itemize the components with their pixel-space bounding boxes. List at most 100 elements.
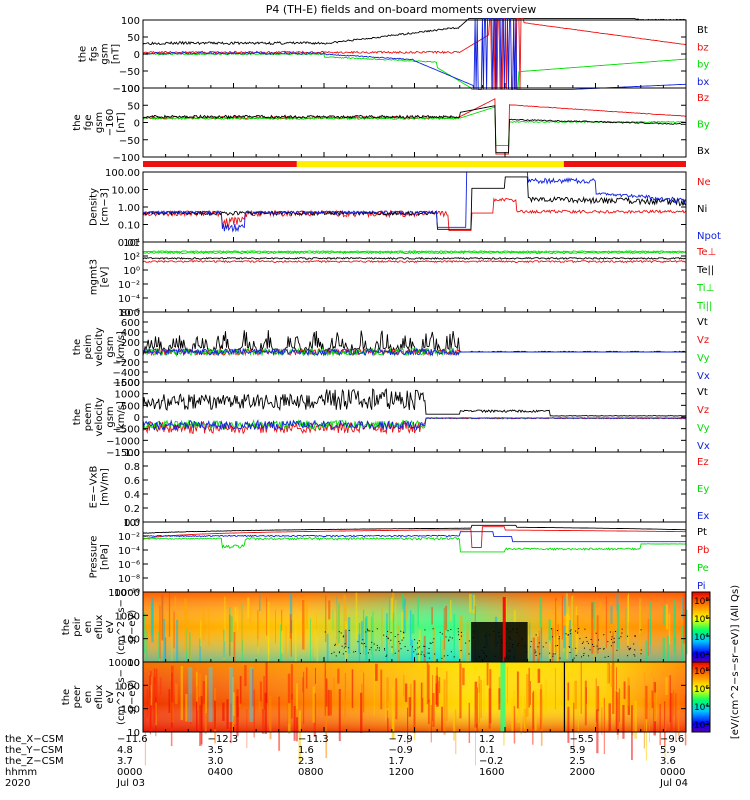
peir-stripe — [355, 592, 358, 640]
peer-stripe — [534, 688, 537, 731]
peir-dot — [353, 651, 355, 653]
peir-dot — [343, 647, 345, 649]
panel-fgs: 100 50 0 −50 −100 the fgs gsm [nT] Bt bz by bx — [78, 16, 710, 95]
legend-temp-Te⊥: Te⊥ — [696, 247, 716, 258]
peir-dot — [343, 635, 345, 637]
peir-dot — [484, 657, 486, 659]
colorbar-tick-label-peir: 10² — [694, 651, 709, 661]
peir-stripe — [347, 617, 351, 654]
peir-stripe — [230, 616, 233, 643]
peir-dot — [633, 654, 635, 656]
peer-stripe — [428, 664, 430, 703]
xaxis-y-value: 4.8 — [117, 745, 133, 756]
peir-dot — [640, 649, 642, 651]
xaxis-y-value: 5.9 — [570, 745, 586, 756]
peir-dot — [516, 631, 518, 633]
legend-peem-Vt: Vt — [697, 387, 708, 398]
peir-dot — [505, 642, 507, 644]
peir-stripe — [365, 618, 367, 656]
peir-dot — [610, 645, 612, 647]
ylabel-fge: −160 — [105, 109, 116, 136]
peir-dot — [416, 653, 418, 655]
peir-stripe — [551, 627, 554, 670]
density-series-Ne — [142, 197, 687, 232]
peir-dot — [394, 636, 396, 638]
peir-dot — [603, 648, 605, 650]
panel-peer: 10000 1000 100 10 the peer en eflux eV (cm^2−s− sr… — [61, 658, 687, 766]
pressure-series-Pb — [142, 526, 686, 548]
ylabel-peem: peem — [83, 403, 94, 431]
peir-dot — [423, 645, 425, 647]
ytick-label-peim: −200 — [113, 358, 140, 369]
legend-pressure-Pb: Pb — [697, 545, 709, 556]
frame-efield — [142, 451, 687, 523]
peir-stripe — [267, 601, 270, 655]
peir-dot — [628, 649, 630, 651]
peir-dot — [342, 653, 344, 655]
peer-stripe — [507, 666, 508, 703]
xaxis-x-value: −5.5 — [570, 734, 594, 745]
ylabel-peer: (cm^2−s− — [116, 669, 127, 725]
peer-stripe — [373, 673, 375, 716]
peir-dot — [581, 656, 583, 658]
peir-dot — [567, 634, 569, 636]
ytick-label-fgs: −50 — [119, 67, 140, 78]
peir-dot — [501, 642, 503, 644]
peer-stripe — [517, 672, 520, 723]
peer-stripe — [610, 665, 614, 688]
peir-dot — [427, 652, 429, 654]
peir-dot — [403, 637, 405, 639]
peir-dot — [460, 635, 462, 637]
peer-stripe — [338, 689, 341, 742]
peir-dot — [376, 628, 378, 630]
peir-dot — [475, 657, 477, 659]
legend-temp-Ti⊥: Ti⊥ — [696, 283, 714, 294]
xaxis-row-label: the_X−CSM — [5, 734, 64, 745]
peir-dot — [581, 642, 583, 644]
peir-dot — [584, 628, 586, 630]
peir-dot — [613, 641, 615, 643]
peir-dot — [568, 646, 570, 648]
ytick-label-efield: 0.4 — [124, 490, 140, 501]
peir-stripe — [591, 602, 594, 654]
peer-stripe — [665, 677, 668, 696]
ylabel-peir: the — [61, 619, 72, 635]
ylabel-peer: eflux — [94, 685, 105, 710]
peer-stripe — [261, 709, 265, 734]
peir-dot — [634, 655, 636, 657]
ylabel-fge: fge — [83, 114, 94, 130]
peir-dot — [513, 656, 515, 658]
peem-series-Vt — [142, 388, 686, 417]
temp-series-Ti|| — [142, 250, 687, 253]
peir-dot — [424, 629, 426, 631]
peir-dot — [607, 641, 609, 643]
peir-dot — [341, 645, 343, 647]
peir-stripe — [674, 605, 677, 643]
peir-stripe — [417, 596, 419, 627]
legend-density-Ni: Ni — [697, 204, 707, 215]
fge-series-Bz — [142, 98, 687, 155]
peir-stripe — [401, 612, 404, 639]
ytick-label-temp: 10² — [123, 252, 140, 263]
peir-stripe — [445, 605, 448, 631]
ylabel-density: [cm−3] — [100, 188, 111, 226]
peer-stripe — [150, 676, 153, 706]
peir-dot — [445, 636, 447, 638]
peir-stripe — [401, 594, 405, 609]
peir-stripe — [360, 621, 364, 642]
ylabel-peim: peim — [83, 334, 94, 359]
peer-stripe — [392, 710, 395, 740]
peer-stripe — [144, 709, 146, 766]
peer-stripe — [295, 683, 299, 718]
fgs-series-bz — [142, 18, 687, 90]
peer-stripe — [673, 690, 675, 716]
xaxis-x-value: −7.9 — [389, 734, 413, 745]
peir-dot — [628, 648, 630, 650]
peer-stripe — [403, 674, 405, 697]
peir-stripe — [363, 609, 365, 655]
legend-efield-Ex: Ex — [697, 511, 709, 522]
panel-fge: 100 50 0 −50 −100 the fge gsm −160 [nT] Bz By Bx — [72, 84, 710, 164]
peer-stripe — [480, 679, 482, 718]
peir-dot — [505, 655, 507, 657]
